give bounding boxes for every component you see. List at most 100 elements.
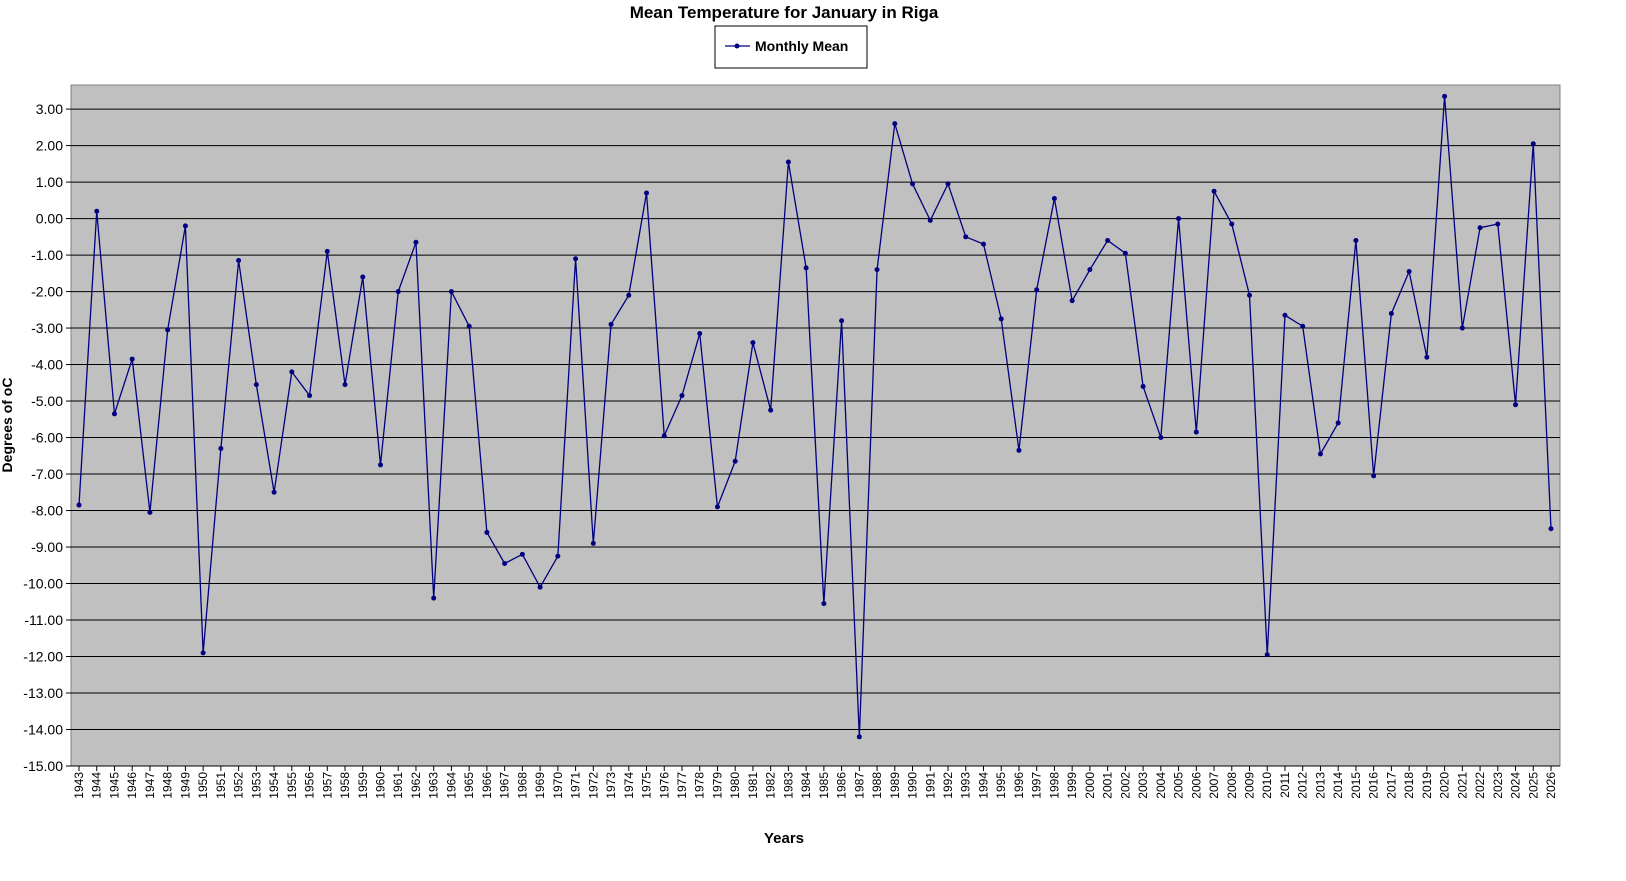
data-point bbox=[200, 650, 206, 656]
data-point bbox=[253, 382, 259, 388]
x-tick-label: 1956 bbox=[303, 772, 317, 799]
x-tick-label: 2023 bbox=[1491, 772, 1505, 799]
data-point bbox=[608, 321, 614, 327]
data-point bbox=[360, 274, 366, 280]
x-tick-label: 1943 bbox=[72, 772, 86, 799]
data-point bbox=[519, 551, 525, 557]
x-axis-label: Years bbox=[764, 830, 804, 847]
data-point bbox=[1105, 237, 1111, 243]
data-point bbox=[998, 316, 1004, 322]
x-tick-label: 2012 bbox=[1296, 772, 1310, 799]
data-point bbox=[1530, 141, 1536, 147]
x-tick-label: 1966 bbox=[480, 772, 494, 799]
x-tick-label: 1985 bbox=[817, 772, 831, 799]
x-tick-label: 1974 bbox=[622, 772, 636, 799]
data-point bbox=[147, 509, 153, 515]
x-tick-label: 1978 bbox=[693, 772, 707, 799]
x-tick-label: 1980 bbox=[728, 772, 742, 799]
y-tick-label: 2.00 bbox=[36, 138, 63, 154]
y-tick-label: -11.00 bbox=[24, 612, 63, 628]
x-tick-label: 1963 bbox=[427, 772, 441, 799]
data-point bbox=[1158, 435, 1164, 441]
x-tick-label: 1949 bbox=[178, 772, 192, 799]
x-tick-label: 2008 bbox=[1225, 772, 1239, 799]
x-tick-label: 1957 bbox=[320, 772, 334, 799]
data-point bbox=[803, 265, 809, 271]
data-point bbox=[1176, 216, 1182, 222]
x-tick-label: 1973 bbox=[604, 772, 618, 799]
x-tick-label: 1960 bbox=[373, 772, 387, 799]
y-tick-label: -10.00 bbox=[23, 576, 63, 592]
data-point bbox=[324, 248, 330, 254]
data-point bbox=[271, 489, 277, 495]
y-tick-label: -14.00 bbox=[23, 722, 63, 738]
y-tick-label: -9.00 bbox=[31, 539, 63, 555]
x-tick-label: 1945 bbox=[107, 772, 121, 799]
data-point bbox=[750, 340, 756, 346]
x-tick-label: 2013 bbox=[1313, 772, 1327, 799]
x-tick-label: 1967 bbox=[498, 772, 512, 799]
x-tick-label: 1992 bbox=[941, 772, 955, 799]
y-axis-label: Degrees of oC bbox=[0, 378, 15, 473]
data-point bbox=[1211, 188, 1217, 194]
x-tick-label: 2014 bbox=[1331, 772, 1345, 799]
y-tick-label: -7.00 bbox=[31, 466, 63, 482]
legend-marker bbox=[734, 43, 740, 49]
x-tick-label: 2005 bbox=[1172, 772, 1186, 799]
data-point bbox=[892, 121, 898, 127]
x-tick-label: 1964 bbox=[444, 772, 458, 799]
data-point bbox=[165, 327, 171, 333]
data-point bbox=[1424, 354, 1430, 360]
data-point bbox=[129, 356, 135, 362]
x-tick-label: 2017 bbox=[1384, 772, 1398, 799]
data-point bbox=[502, 560, 508, 566]
data-point bbox=[111, 411, 117, 417]
data-point bbox=[590, 540, 596, 546]
x-tick-label: 2024 bbox=[1509, 772, 1523, 799]
x-tick-label: 1952 bbox=[232, 772, 246, 799]
x-tick-label: 1991 bbox=[923, 772, 937, 799]
x-tick-label: 2025 bbox=[1526, 772, 1540, 799]
x-tick-label: 1984 bbox=[799, 772, 813, 799]
data-point bbox=[1335, 420, 1341, 426]
x-tick-label: 2007 bbox=[1207, 772, 1221, 799]
data-point bbox=[1264, 652, 1270, 658]
data-point bbox=[1442, 93, 1448, 99]
data-point bbox=[1459, 325, 1465, 331]
data-point bbox=[448, 289, 454, 295]
data-point bbox=[289, 369, 295, 375]
data-point bbox=[1495, 221, 1501, 227]
x-tick-label: 2020 bbox=[1438, 772, 1452, 799]
x-tick-label: 1953 bbox=[249, 772, 263, 799]
x-tick-label: 1975 bbox=[640, 772, 654, 799]
y-tick-label: 3.00 bbox=[36, 101, 63, 117]
x-tick-label: 1986 bbox=[835, 772, 849, 799]
data-point bbox=[1069, 298, 1075, 304]
y-tick-label: -13.00 bbox=[23, 685, 63, 701]
data-point bbox=[1087, 267, 1093, 273]
x-tick-label: 2009 bbox=[1243, 772, 1257, 799]
x-tick-label: 1988 bbox=[870, 772, 884, 799]
x-tick-label: 1998 bbox=[1047, 772, 1061, 799]
data-point bbox=[1477, 225, 1483, 231]
data-point bbox=[1371, 473, 1377, 479]
x-tick-label: 2003 bbox=[1136, 772, 1150, 799]
data-point bbox=[1140, 383, 1146, 389]
x-tick-label: 2010 bbox=[1260, 772, 1274, 799]
x-tick-label: 1990 bbox=[906, 772, 920, 799]
x-tick-label: 1970 bbox=[551, 772, 565, 799]
data-point bbox=[1406, 268, 1412, 274]
x-tick-label: 1951 bbox=[214, 772, 228, 799]
data-point bbox=[1016, 447, 1022, 453]
data-point bbox=[980, 241, 986, 247]
x-tick-label: 1981 bbox=[746, 772, 760, 799]
data-point bbox=[573, 256, 579, 262]
data-point bbox=[839, 318, 845, 324]
data-point bbox=[945, 181, 951, 187]
data-point bbox=[1229, 221, 1235, 227]
plot-area bbox=[70, 84, 1561, 767]
x-tick-label: 1993 bbox=[959, 772, 973, 799]
x-tick-label: 1994 bbox=[976, 772, 990, 799]
data-point bbox=[1317, 451, 1323, 457]
